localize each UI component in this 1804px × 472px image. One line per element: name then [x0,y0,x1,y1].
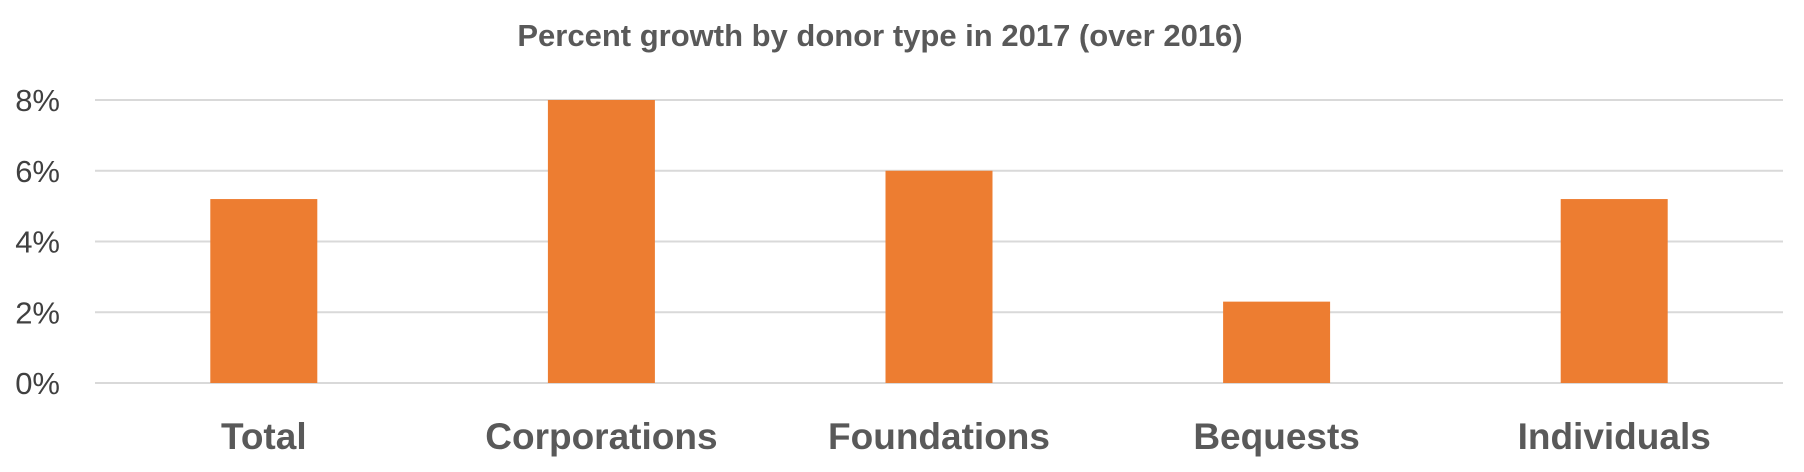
y-tick-label: 4% [15,225,60,260]
chart-title: Percent growth by donor type in 2017 (ov… [517,18,1242,53]
bars [210,100,1668,383]
y-tick-label: 8% [15,83,60,118]
x-tick-label-foundations: Foundations [828,416,1050,457]
x-tick-label-bequests: Bequests [1193,416,1360,457]
bar-corporations [547,100,655,383]
x-tick-label-corporations: Corporations [485,416,717,457]
bar-total [210,199,318,383]
bar-bequests [1223,301,1331,383]
bar-individuals [1560,199,1668,383]
y-axis-tick-labels: 0% 2% 4% 6% 8% [15,83,60,401]
x-tick-label-individuals: Individuals [1518,416,1711,457]
y-tick-label: 6% [15,154,60,189]
x-tick-label-total: Total [221,416,307,457]
y-tick-label: 2% [15,295,60,330]
x-axis-category-labels: Total Corporations Foundations Bequests Indi… [221,416,1711,457]
y-tick-label: 0% [15,366,60,401]
bar-foundations [885,170,993,383]
